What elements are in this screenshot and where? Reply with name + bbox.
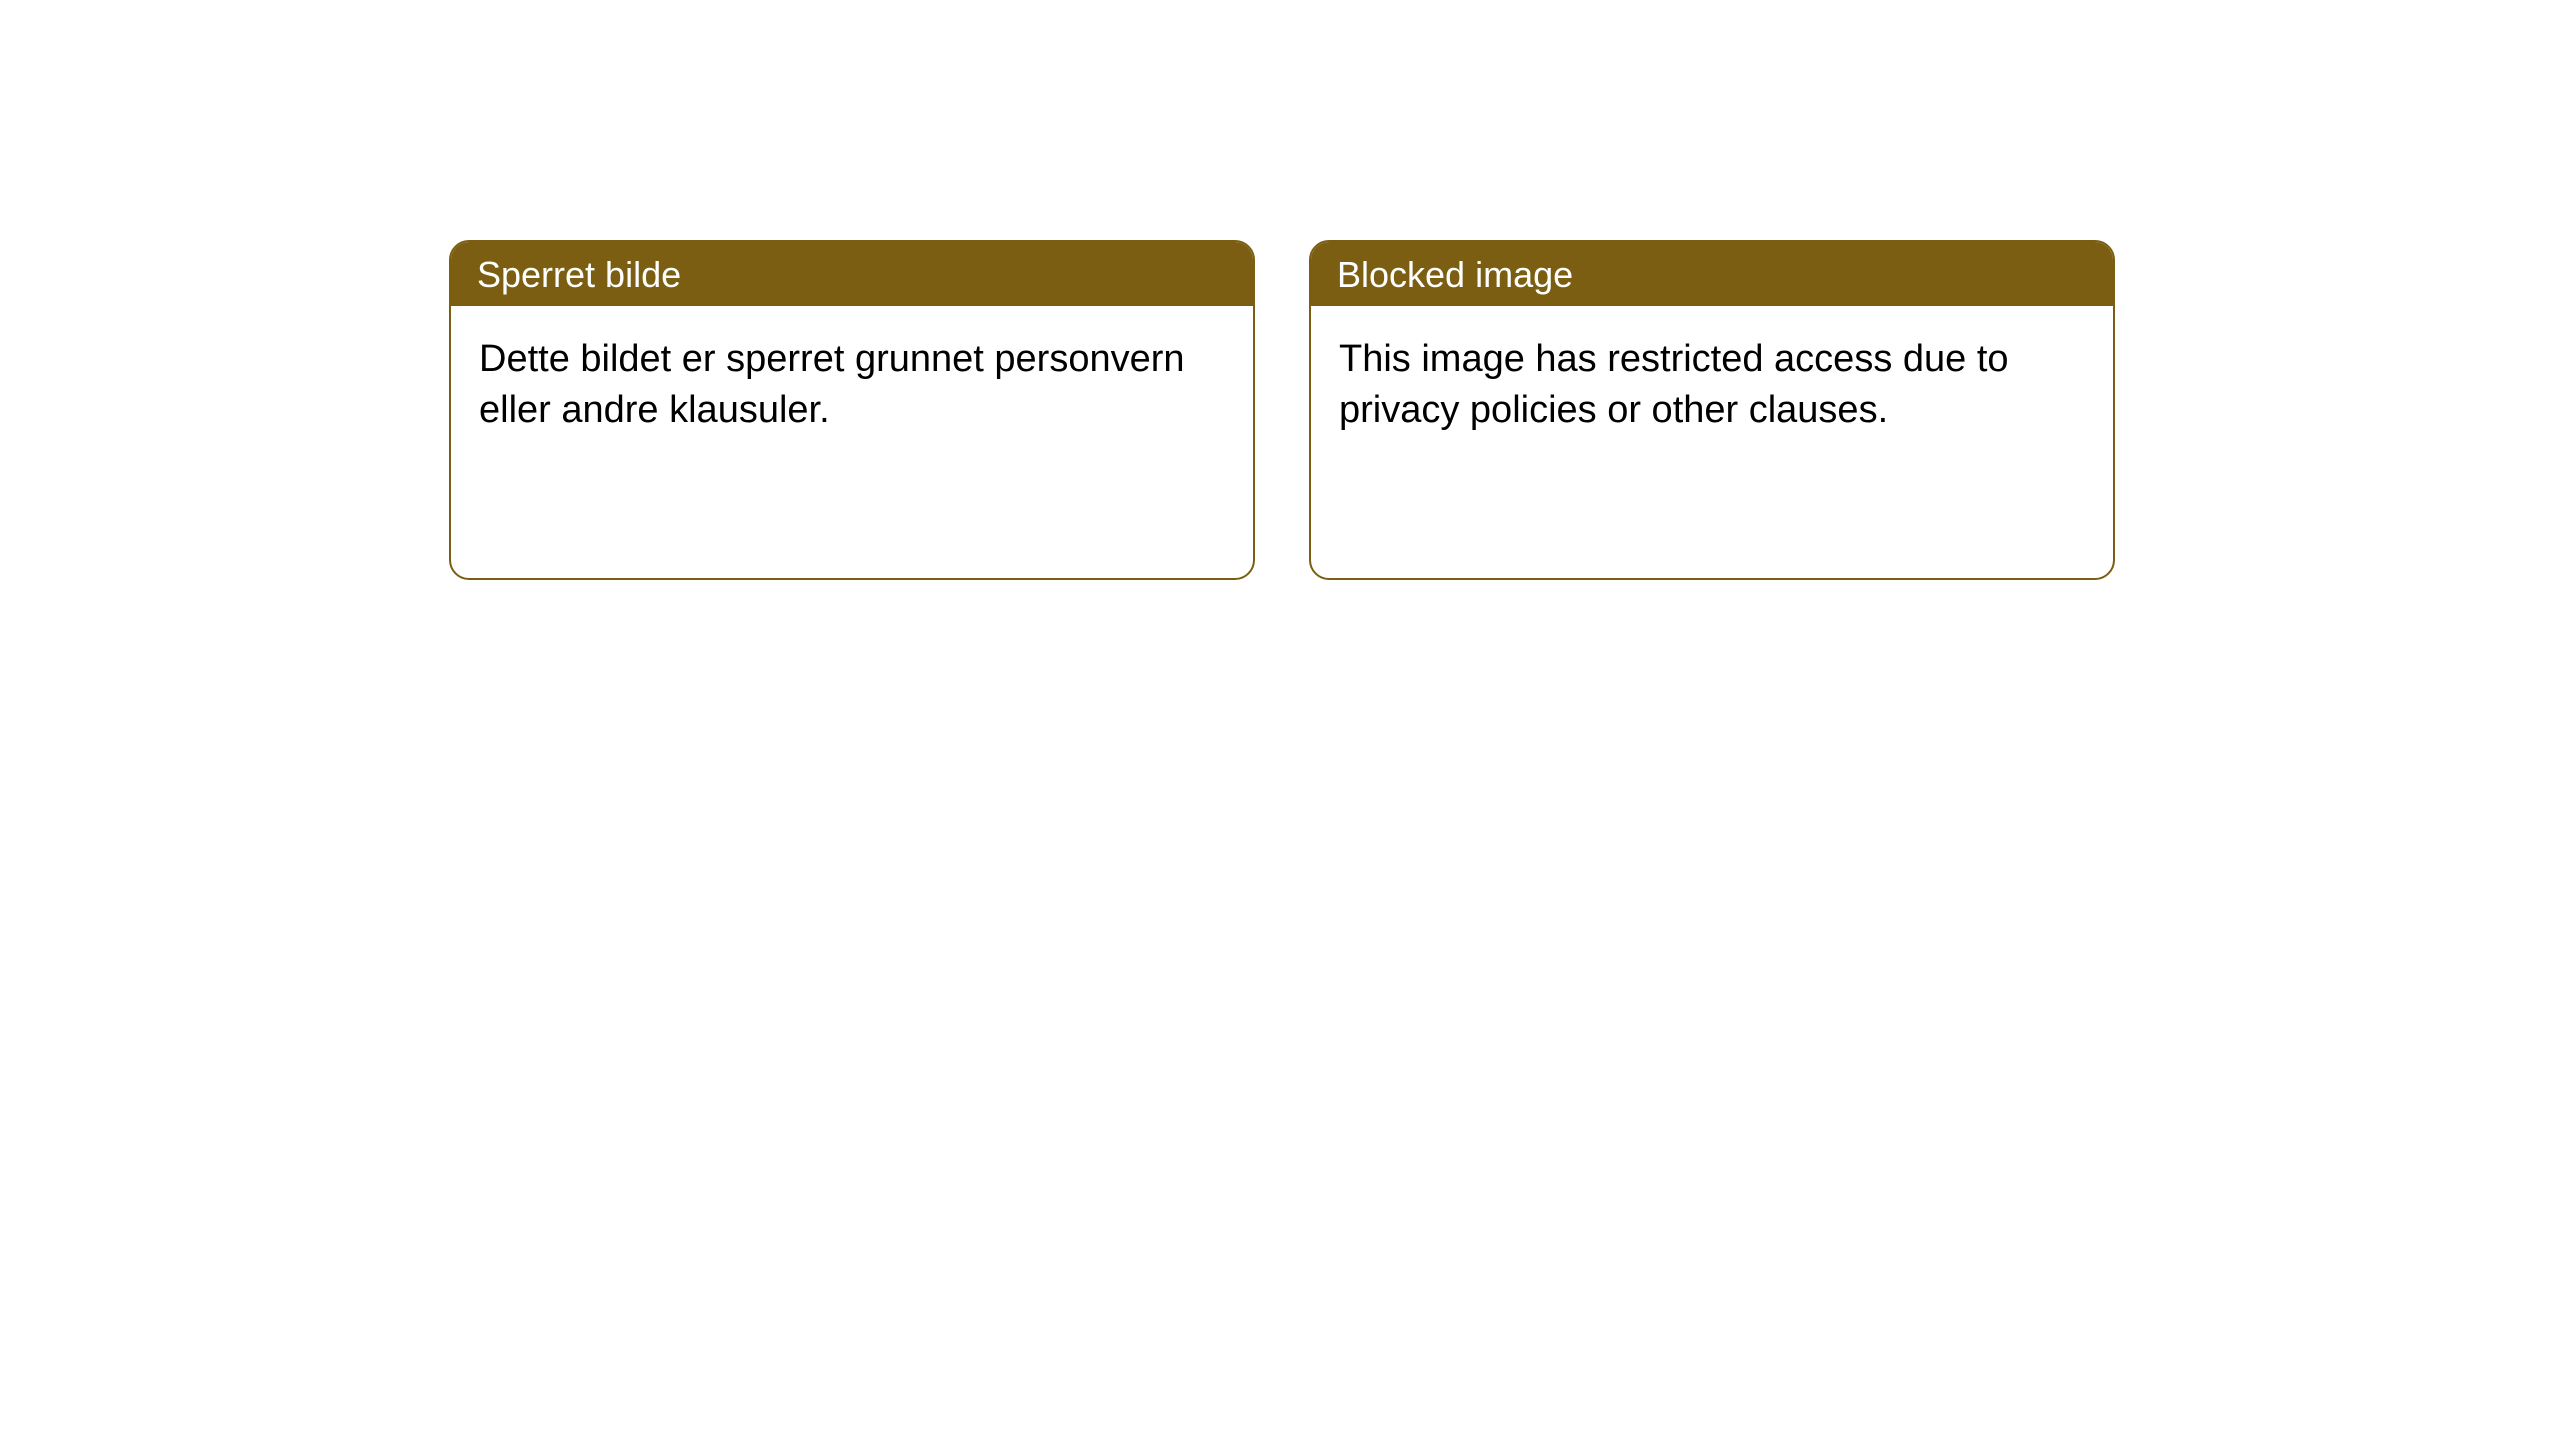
notice-cards-container: Sperret bilde Dette bildet er sperret gr… — [449, 240, 2115, 580]
notice-card-body: This image has restricted access due to … — [1311, 306, 2113, 465]
notice-card-english: Blocked image This image has restricted … — [1309, 240, 2115, 580]
notice-card-title: Sperret bilde — [451, 242, 1253, 306]
notice-card-title: Blocked image — [1311, 242, 2113, 306]
notice-card-norwegian: Sperret bilde Dette bildet er sperret gr… — [449, 240, 1255, 580]
notice-card-body: Dette bildet er sperret grunnet personve… — [451, 306, 1253, 465]
